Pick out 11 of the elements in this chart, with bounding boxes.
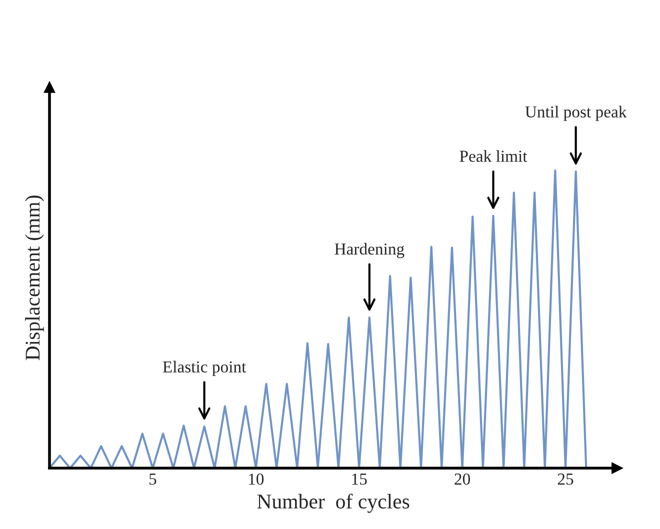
- annotation: Peak limit: [460, 150, 528, 162]
- x-tick-label: 20: [454, 474, 470, 485]
- annotation: Elastic point: [162, 360, 246, 376]
- annotation: Until post peak: [525, 106, 627, 121]
- x-tick-label: 25: [558, 474, 574, 485]
- y-axis-title: Displacement (mm): [25, 196, 44, 360]
- x-tick-label: 10: [249, 474, 264, 485]
- annotation: Hardening: [334, 242, 404, 258]
- x-tick-label: 15: [352, 474, 367, 485]
- x-axis-title: Number of cycles: [257, 494, 410, 513]
- x-tick-label: 5: [150, 474, 156, 485]
